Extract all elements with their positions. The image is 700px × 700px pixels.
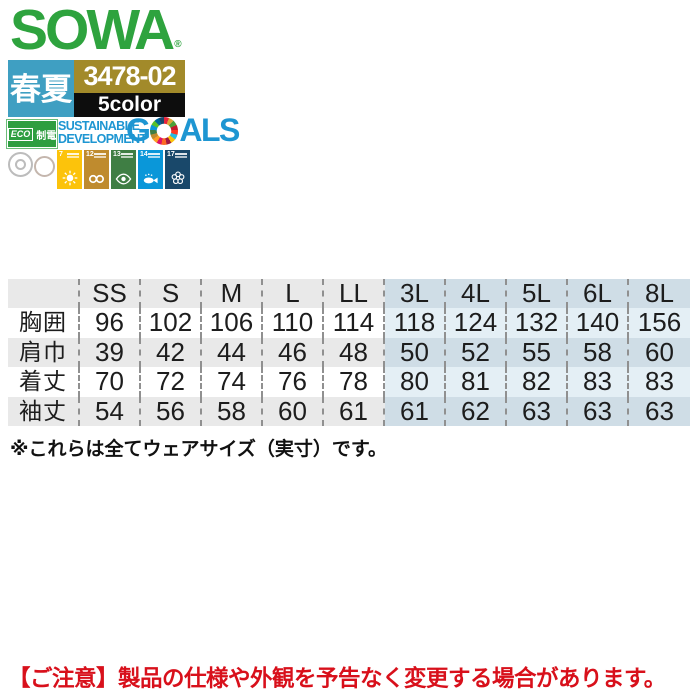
size-cell: 60: [263, 396, 324, 426]
size-cell: 63: [507, 396, 568, 426]
size-cell: 72: [141, 367, 202, 397]
size-row-label: 袖丈: [8, 396, 80, 426]
size-cell: 44: [202, 337, 263, 368]
sdg-tile-number: 13: [113, 151, 121, 158]
size-cell: 140: [568, 308, 629, 338]
sdg-tile-number: 14: [140, 151, 148, 158]
size-cell: 42: [141, 337, 202, 368]
sdg-logo-line2: DEVELOPMENT: [58, 132, 147, 146]
sdg-goal-tiles: 7 12 13 14 17: [57, 150, 190, 189]
eye-icon: [111, 172, 136, 186]
sdg-tile-caption-lines: [67, 153, 79, 155]
size-cell: 106: [202, 308, 263, 338]
size-note: ※これらは全てウェアサイズ（実寸）です。: [10, 439, 388, 460]
size-cell: 124: [446, 308, 507, 338]
size-cell: 81: [446, 367, 507, 397]
size-cell: 74: [202, 367, 263, 397]
sdg-logo-text: SUSTAINABLE DEVELOPMENT: [58, 120, 147, 146]
size-cell: 55: [507, 337, 568, 368]
size-row-label: 着丈: [8, 367, 80, 397]
size-cell: 83: [568, 367, 629, 397]
size-cell: 63: [629, 396, 690, 426]
size-cell: 114: [324, 308, 385, 338]
size-col-header: 6L: [568, 279, 629, 309]
registered-trademark-symbol: ®: [174, 39, 182, 50]
size-cell: 156: [629, 308, 690, 338]
size-cell: 61: [385, 396, 446, 426]
size-cell: 76: [263, 367, 324, 397]
size-col-header: S: [141, 279, 202, 309]
certification-mark-icon: [8, 152, 33, 177]
goals-letter-g: G: [126, 112, 151, 148]
sdg-tile-7: 7: [57, 150, 82, 189]
season-label: 春夏: [10, 72, 72, 107]
sowa-logo: SOWA ®: [10, 2, 182, 73]
sdg-tile-caption-lines: [175, 153, 187, 155]
eco-antistatic-badge: ECO 制電: [6, 119, 58, 149]
size-col-header: LL: [324, 279, 385, 309]
size-cell: 39: [80, 337, 141, 368]
size-table-corner: [8, 279, 80, 309]
size-cell: 50: [385, 337, 446, 368]
eco-label: ECO: [7, 127, 34, 141]
size-cell: 60: [629, 337, 690, 368]
size-cell: 46: [263, 337, 324, 368]
infinity-icon: [84, 172, 109, 186]
goals-letters-als: ALS: [179, 112, 240, 148]
product-code-badge: 3478-02: [74, 60, 185, 93]
flower-icon: [165, 170, 190, 186]
size-cell: 96: [80, 308, 141, 338]
sdg-goals-wordmark: G ALS: [126, 112, 240, 148]
size-col-header: 8L: [629, 279, 690, 309]
size-cell: 80: [385, 367, 446, 397]
sdg-tile-caption-lines: [148, 153, 160, 155]
size-row-label: 胸囲: [8, 308, 80, 338]
size-col-header: 3L: [385, 279, 446, 309]
size-row-label: 肩巾: [8, 337, 80, 368]
sdg-tile-13: 13: [111, 150, 136, 189]
sdg-logo-line1: SUSTAINABLE: [58, 119, 140, 133]
size-cell: 58: [202, 396, 263, 426]
size-table: SS S M L LL 3L 4L 5L 6L 8L 胸囲 96 102 106 110 114 118 124 1…: [8, 279, 690, 426]
sdg-tile-17: 17: [165, 150, 190, 189]
sun-icon: [57, 170, 82, 186]
size-cell: 83: [629, 367, 690, 397]
size-cell: 118: [385, 308, 446, 338]
size-cell: 56: [141, 396, 202, 426]
sdg-tile-caption-lines: [121, 153, 133, 155]
size-col-header: M: [202, 279, 263, 309]
size-cell: 62: [446, 396, 507, 426]
size-col-header: L: [263, 279, 324, 309]
sowa-logo-text: SOWA: [10, 0, 175, 62]
size-cell: 58: [568, 337, 629, 368]
size-cell: 70: [80, 367, 141, 397]
color-count-badge: 5color: [74, 93, 185, 117]
size-cell: 52: [446, 337, 507, 368]
sdg-tile-12: 12: [84, 150, 109, 189]
season-badge: 春夏: [8, 60, 74, 117]
sdg-tile-14: 14: [138, 150, 163, 189]
certification-stamp-icon: [34, 156, 55, 177]
size-cell: 110: [263, 308, 324, 338]
size-cell: 48: [324, 337, 385, 368]
sdg-tile-number: 12: [86, 151, 94, 158]
size-col-header: 4L: [446, 279, 507, 309]
size-cell: 132: [507, 308, 568, 338]
fish-icon: [138, 172, 163, 186]
size-cell: 82: [507, 367, 568, 397]
size-cell: 63: [568, 396, 629, 426]
size-cell: 61: [324, 396, 385, 426]
size-col-header: SS: [80, 279, 141, 309]
caution-notice: 【ご注意】製品の仕様や外観を予告なく変更する場合があります。: [8, 666, 666, 691]
size-cell: 78: [324, 367, 385, 397]
size-col-header: 5L: [507, 279, 568, 309]
size-cell: 102: [141, 308, 202, 338]
antistatic-label: 制電: [36, 130, 57, 142]
sdg-tile-number: 7: [59, 151, 63, 158]
size-cell: 54: [80, 396, 141, 426]
sdg-tile-caption-lines: [94, 153, 106, 155]
sdg-tile-number: 17: [167, 151, 175, 158]
sdg-wheel-icon: [150, 117, 179, 145]
